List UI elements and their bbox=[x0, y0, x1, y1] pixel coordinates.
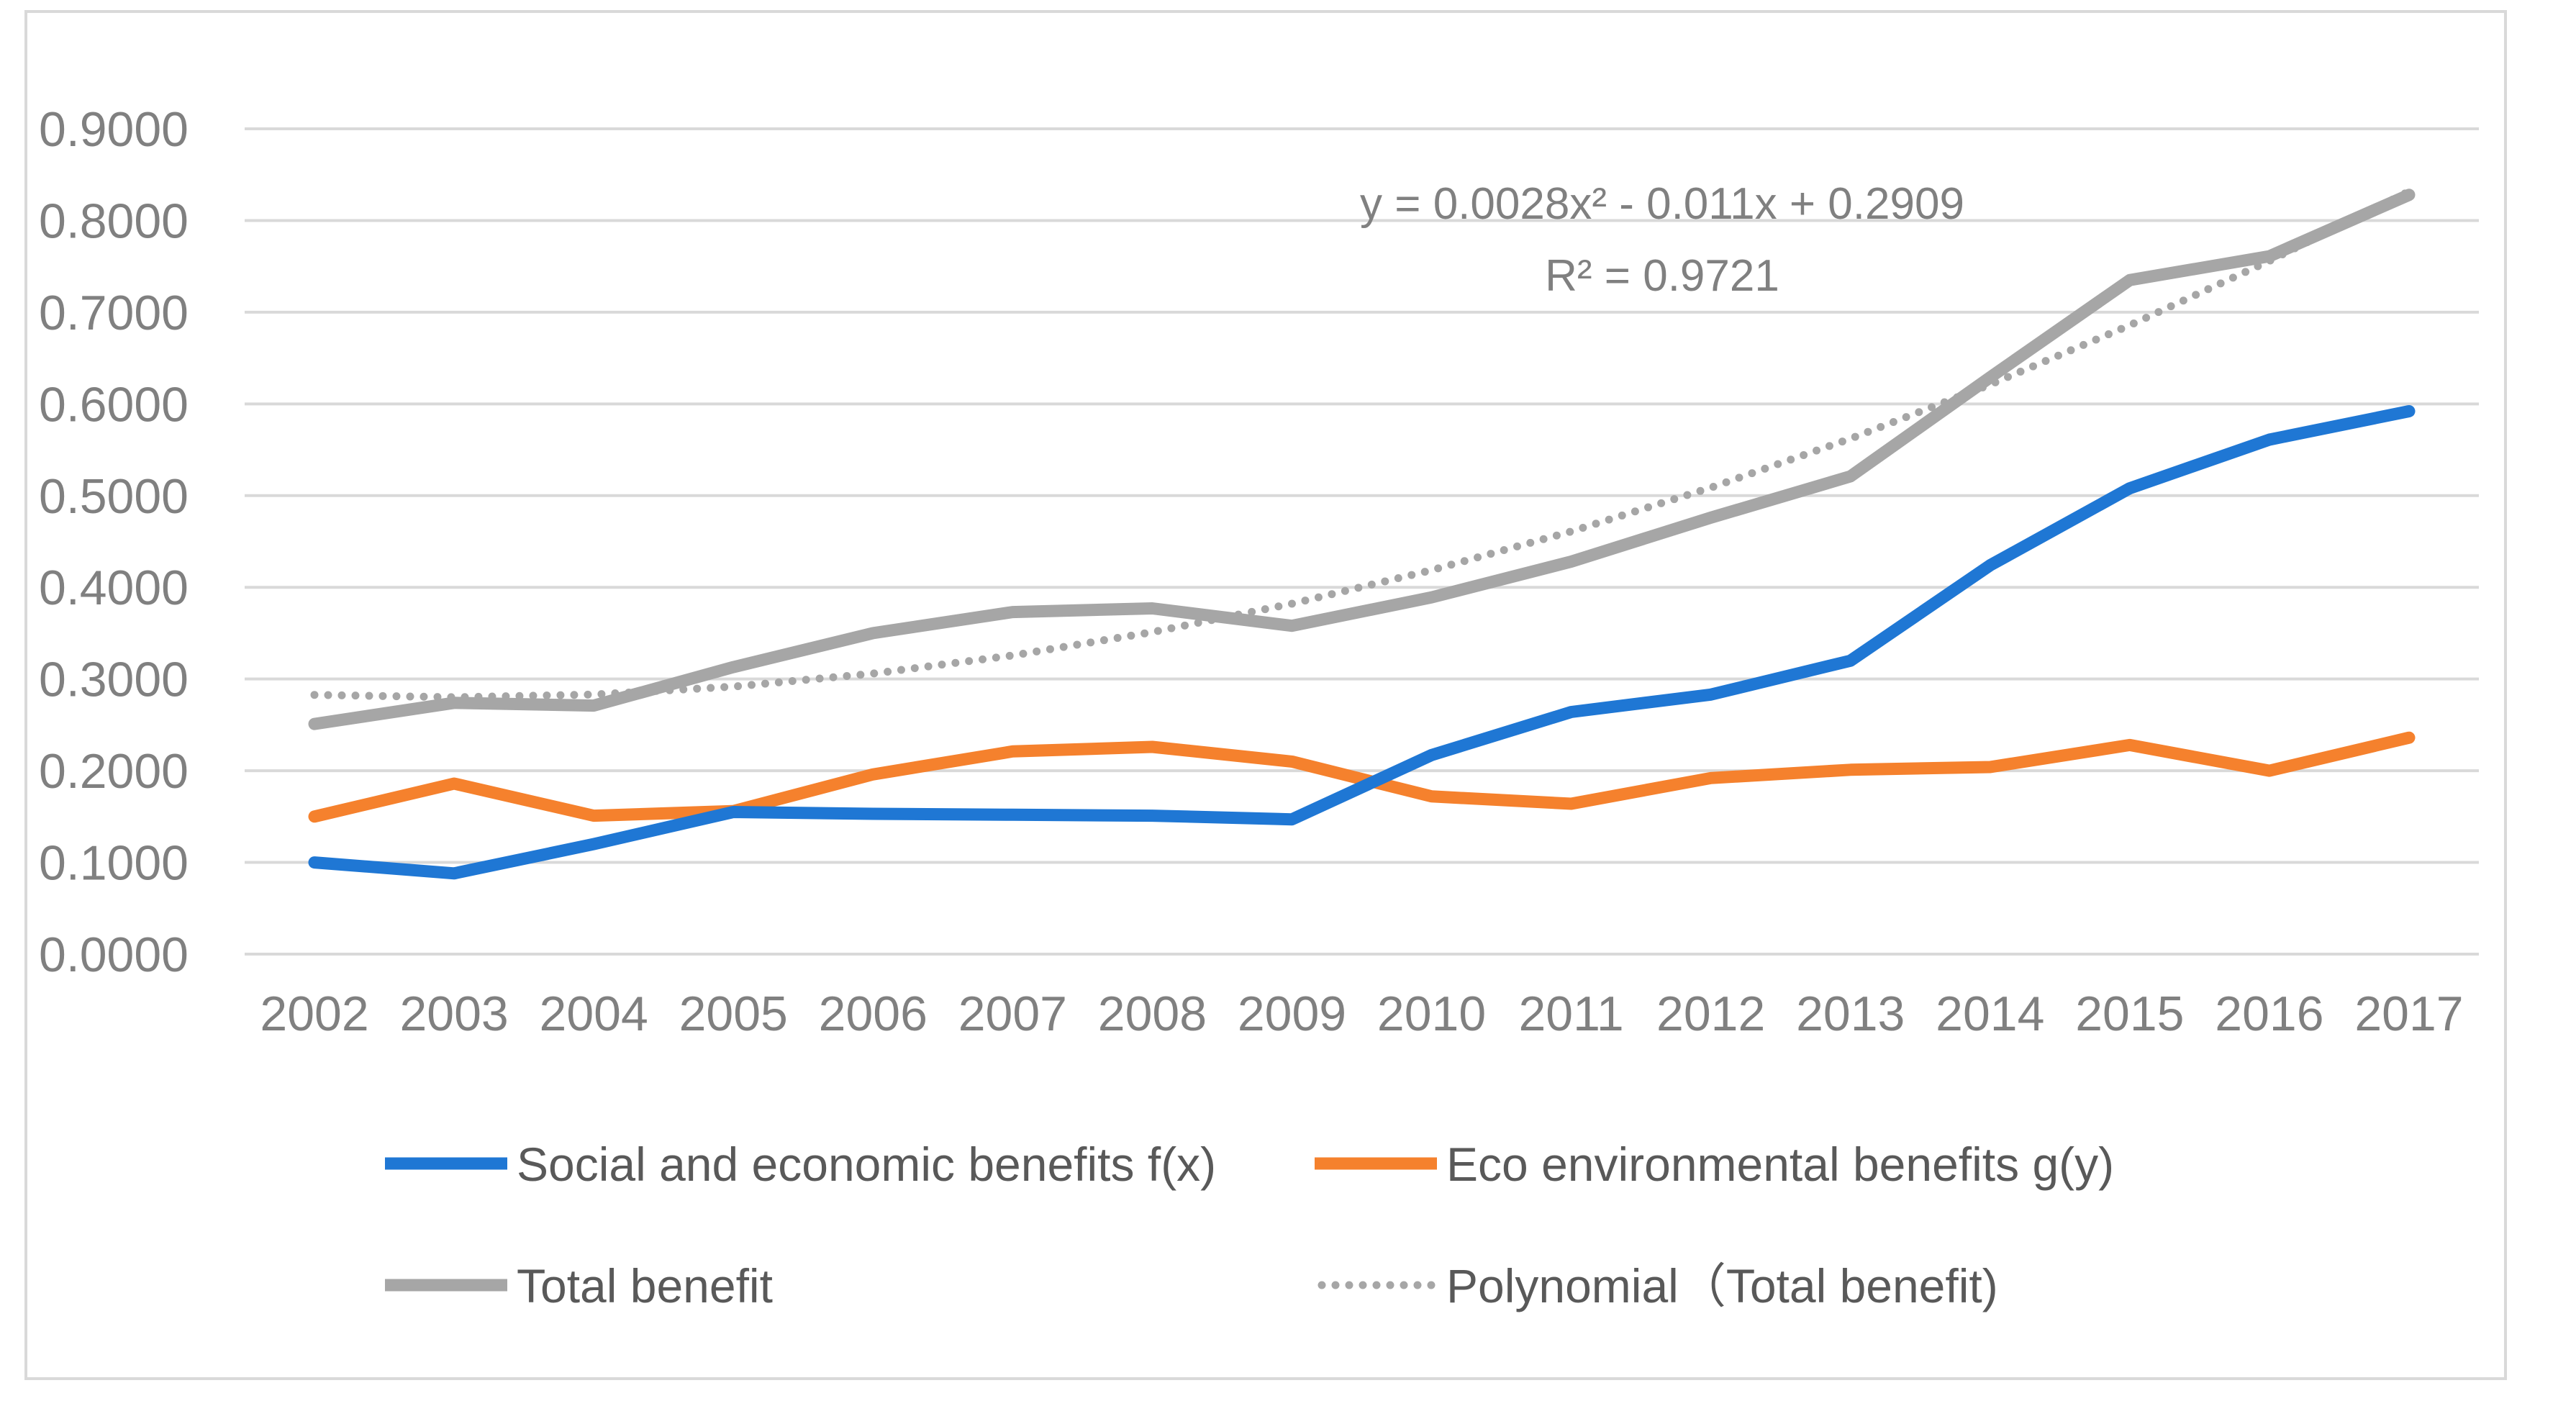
x-tick-label: 2013 bbox=[1796, 987, 1905, 1041]
data-point bbox=[314, 723, 315, 725]
y-tick-label: 0.7000 bbox=[39, 286, 189, 340]
y-tick-label: 0.8000 bbox=[39, 194, 189, 248]
data-point bbox=[1710, 517, 1712, 518]
data-point bbox=[1151, 815, 1153, 817]
series-line-0 bbox=[308, 405, 2416, 880]
x-tick-label: 2014 bbox=[1936, 987, 2044, 1041]
data-point bbox=[1990, 766, 1991, 768]
data-point bbox=[1431, 754, 1433, 756]
data-point bbox=[453, 702, 455, 704]
chart-frame bbox=[24, 10, 2507, 1380]
x-tick-label: 2007 bbox=[958, 987, 1067, 1041]
data-point bbox=[2129, 279, 2131, 281]
data-point bbox=[2408, 411, 2410, 412]
data-point bbox=[1571, 712, 1572, 713]
data-point bbox=[593, 843, 594, 845]
x-tick-label: 2017 bbox=[2354, 987, 2463, 1041]
data-point bbox=[2269, 255, 2270, 257]
x-tick-label: 2006 bbox=[819, 987, 928, 1041]
data-point bbox=[2129, 488, 2131, 489]
x-tick-label: 2004 bbox=[540, 987, 648, 1041]
data-point bbox=[1151, 746, 1153, 748]
trendline-equation: y = 0.0028x² - 0.011x + 0.2909 bbox=[1360, 179, 1964, 229]
data-point bbox=[314, 862, 315, 863]
x-tick-label: 2011 bbox=[1518, 987, 1623, 1041]
data-point bbox=[1291, 625, 1292, 627]
data-point bbox=[453, 783, 455, 784]
y-tick-label: 0.0000 bbox=[39, 927, 189, 982]
data-point bbox=[2269, 439, 2270, 440]
x-tick-label: 2003 bbox=[399, 987, 508, 1041]
y-tick-label: 0.9000 bbox=[39, 102, 189, 157]
x-tick-label: 2012 bbox=[1656, 987, 1765, 1041]
data-point bbox=[1990, 376, 1991, 378]
y-tick-label: 0.3000 bbox=[39, 653, 189, 707]
data-point bbox=[2129, 744, 2131, 745]
x-tick-label: 2002 bbox=[260, 987, 368, 1041]
series-line-2 bbox=[308, 189, 2416, 730]
data-point bbox=[1710, 777, 1712, 779]
x-tick-label: 2005 bbox=[679, 987, 788, 1041]
trendline-r-squared: R² = 0.9721 bbox=[1545, 251, 1779, 301]
x-tick-label: 2009 bbox=[1238, 987, 1346, 1041]
legend-label: Eco environmental benefits g(y) bbox=[1446, 1138, 2114, 1191]
data-point bbox=[872, 774, 874, 775]
data-point bbox=[593, 815, 594, 817]
data-point bbox=[1850, 660, 1851, 661]
data-point bbox=[872, 813, 874, 815]
data-point bbox=[1431, 597, 1433, 598]
data-point bbox=[1012, 612, 1013, 613]
series-lines bbox=[308, 187, 2416, 880]
trendline-polynomial bbox=[310, 187, 2413, 702]
data-point bbox=[872, 632, 874, 634]
data-point bbox=[1571, 803, 1572, 804]
x-tick-label: 2010 bbox=[1377, 987, 1486, 1041]
data-point bbox=[733, 666, 734, 668]
x-axis-tick-labels: 2002 2003 2004 2005 2006 2007 2008 2009 2010 2011… bbox=[260, 987, 2463, 1041]
y-tick-label: 0.1000 bbox=[39, 836, 189, 891]
legend-label: Social and economic benefits f(x) bbox=[517, 1138, 1216, 1191]
data-point bbox=[1012, 814, 1013, 815]
y-tick-label: 0.2000 bbox=[39, 744, 189, 799]
legend: Social and economic benefits f(x) Eco env… bbox=[385, 1138, 2114, 1312]
data-point bbox=[1291, 819, 1292, 820]
data-point bbox=[1850, 769, 1851, 771]
x-tick-label: 2016 bbox=[2215, 987, 2323, 1041]
data-point bbox=[2269, 770, 2270, 771]
data-point bbox=[1850, 476, 1851, 477]
data-point bbox=[1431, 796, 1433, 797]
legend-label: Total benefit bbox=[517, 1259, 773, 1312]
data-point bbox=[1012, 750, 1013, 752]
data-point bbox=[2408, 737, 2410, 738]
y-tick-label: 0.4000 bbox=[39, 561, 189, 615]
legend-label: Polynomial（Total benefit) bbox=[1446, 1259, 1998, 1312]
data-point bbox=[1990, 565, 1991, 566]
data-point bbox=[314, 816, 315, 817]
data-point bbox=[1291, 761, 1292, 762]
y-tick-label: 0.5000 bbox=[39, 469, 189, 524]
data-point bbox=[2408, 194, 2410, 196]
data-point bbox=[593, 705, 594, 707]
x-tick-label: 2008 bbox=[1098, 987, 1207, 1041]
data-point bbox=[1710, 694, 1712, 695]
data-point bbox=[1151, 608, 1153, 609]
data-point bbox=[733, 811, 734, 812]
gridlines bbox=[245, 127, 2479, 956]
series-line-1 bbox=[308, 731, 2416, 823]
data-point bbox=[453, 873, 455, 874]
y-tick-label: 0.6000 bbox=[39, 377, 189, 432]
trendline-annotation: y = 0.0028x² - 0.011x + 0.2909 R² = 0.97… bbox=[1360, 179, 1964, 301]
data-point bbox=[1571, 561, 1572, 563]
x-tick-label: 2015 bbox=[2075, 987, 2184, 1041]
y-axis-tick-labels: 0.0000 0.1000 0.2000 0.3000 0.4000 0.5000 0.60… bbox=[39, 102, 189, 982]
